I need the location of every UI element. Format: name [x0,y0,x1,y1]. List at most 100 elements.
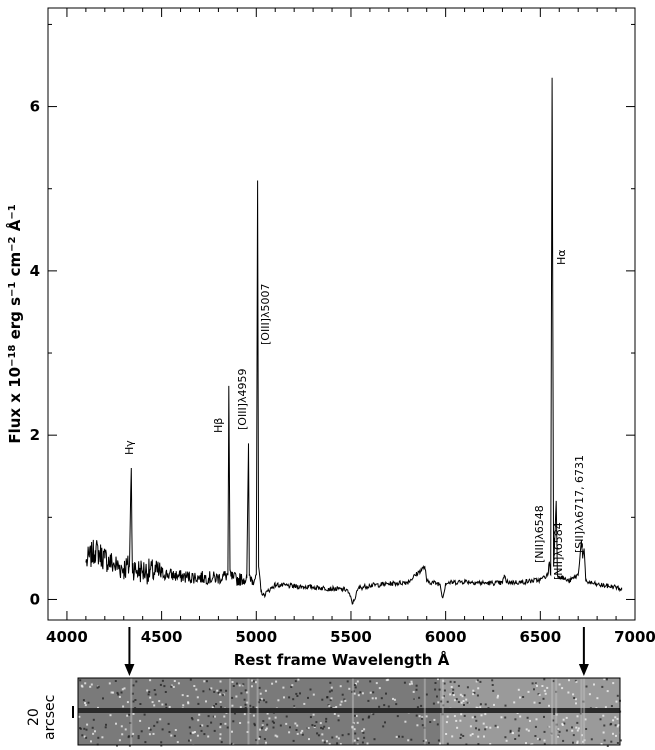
strip-noise [378,687,381,690]
strip-noise [416,724,419,727]
strip-noise [571,726,573,729]
strip-noise [231,730,233,733]
strip-noise [615,734,617,737]
strip-noise [219,680,222,683]
y-axis-title: Flux x 10−18 erg s−1 cm−2 Å−1 [5,204,24,443]
strip-noise [116,691,119,694]
strip-noise [181,694,184,697]
strip-noise [240,692,243,695]
strip-noise [274,716,277,719]
strip-noise [576,715,579,718]
strip-noise [330,686,333,689]
strip-noise [118,739,121,742]
strip-noise [330,697,333,700]
strip-noise [147,693,150,696]
strip-noise [543,715,545,718]
strip-noise [239,706,242,709]
strip-noise [223,715,226,718]
strip-noise [303,702,306,705]
strip-noise [605,678,608,681]
strip-noise [243,698,246,701]
strip-noise [536,684,538,687]
strip-noise [443,682,446,685]
strip-noise [135,680,138,683]
strip-noise [558,730,561,733]
strip-noise [243,713,246,716]
strip-noise [143,713,146,716]
x-tick-label: 4000 [46,628,88,646]
strip-noise [415,688,418,691]
strip-noise [264,689,267,692]
strip-noise [439,742,441,745]
strip-noise [328,704,331,707]
strip-noise [445,721,448,724]
strip-noise [260,727,263,730]
strip-noise [408,683,411,686]
strip-noise [353,728,356,731]
strip-noise [222,694,225,697]
strip-noise [148,727,150,730]
strip-noise [134,699,137,701]
strip-noise [475,680,478,683]
strip-noise [576,742,579,744]
strip-noise [541,685,544,687]
strip-noise [139,703,142,705]
strip-noise [504,716,507,719]
strip-noise [363,728,366,731]
x-tick-label: 6500 [519,628,561,646]
strip-noise [265,741,267,744]
strip-noise [167,722,170,725]
strip-noise [542,697,545,700]
strip-noise [208,688,211,691]
strip-noise [242,683,245,686]
strip-noise [102,697,104,700]
strip-noise [132,700,135,703]
y-axis-title-part: Flux x 10 [6,367,24,444]
strip-noise [236,682,238,685]
strip-noise [213,715,216,718]
strip-noise [421,717,423,720]
strip-noise [252,680,255,683]
strip-noise [285,722,288,725]
strip-noise [154,693,157,696]
strip-noise [203,733,206,736]
strip-noise [538,738,541,741]
strip-noise [259,728,261,731]
strip-noise [584,718,587,721]
strip-noise [418,715,421,718]
strip-noise [353,739,356,742]
strip-noise [285,715,288,718]
strip-noise [489,726,492,729]
strip-noise [252,714,255,717]
strip-noise [132,712,135,715]
strip-noise [415,684,418,687]
strip-noise [544,692,547,695]
strip-noise [339,703,342,706]
strip-noise [104,726,107,729]
strip-noise [505,739,508,742]
strip-noise [152,732,155,735]
strip-noise [159,718,162,721]
strip-noise [292,698,295,701]
strip-noise [235,695,238,698]
strip-noise [321,733,324,736]
strip-noise [262,720,265,723]
y-axis-title-exponent: −1 [7,204,18,219]
strip-noise [393,698,396,701]
strip-noise [453,699,456,702]
strip-noise [339,685,342,688]
strip-noise [432,702,435,705]
strip-noise [461,695,464,698]
strip-noise [149,679,152,682]
strip-noise [565,729,568,732]
strip-noise [325,717,328,720]
strip-noise [337,737,340,740]
strip-noise [563,722,566,725]
strip-noise [410,680,413,683]
strip-noise [404,720,407,723]
y-axis-title-part: cm [6,252,24,282]
strip-noise [599,718,602,721]
strip-noise [538,702,541,704]
strip-noise [189,732,192,735]
